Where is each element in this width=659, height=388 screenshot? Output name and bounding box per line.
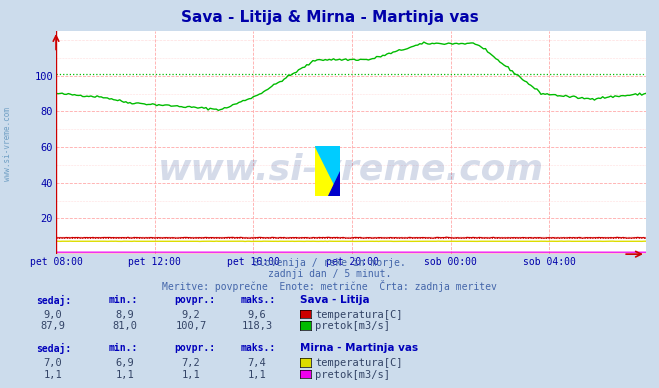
Text: 1,1: 1,1 xyxy=(248,370,266,380)
Text: 7,0: 7,0 xyxy=(43,358,62,368)
Text: pretok[m3/s]: pretok[m3/s] xyxy=(315,370,390,380)
Text: 100,7: 100,7 xyxy=(175,321,207,331)
Text: povpr.:: povpr.: xyxy=(175,343,215,353)
Text: 1,1: 1,1 xyxy=(43,370,62,380)
Text: 8,9: 8,9 xyxy=(116,310,134,320)
Text: 7,4: 7,4 xyxy=(248,358,266,368)
Text: 9,0: 9,0 xyxy=(43,310,62,320)
Text: sedaj:: sedaj: xyxy=(36,343,71,354)
Text: min.:: min.: xyxy=(109,343,138,353)
Text: 1,1: 1,1 xyxy=(116,370,134,380)
Text: min.:: min.: xyxy=(109,295,138,305)
Text: 1,1: 1,1 xyxy=(182,370,200,380)
Text: Sava - Litija & Mirna - Martinja vas: Sava - Litija & Mirna - Martinja vas xyxy=(181,10,478,25)
Text: Mirna - Martinja vas: Mirna - Martinja vas xyxy=(300,343,418,353)
Text: Meritve: povprečne  Enote: metrične  Črta: zadnja meritev: Meritve: povprečne Enote: metrične Črta:… xyxy=(162,280,497,292)
Text: www.si-vreme.com: www.si-vreme.com xyxy=(3,107,13,180)
Text: zadnji dan / 5 minut.: zadnji dan / 5 minut. xyxy=(268,269,391,279)
Text: Sava - Litija: Sava - Litija xyxy=(300,295,370,305)
Polygon shape xyxy=(315,146,340,196)
Text: 9,2: 9,2 xyxy=(182,310,200,320)
Text: sedaj:: sedaj: xyxy=(36,295,71,306)
Text: Slovenija / reke in morje.: Slovenija / reke in morje. xyxy=(253,258,406,268)
Text: www.si-vreme.com: www.si-vreme.com xyxy=(158,152,544,186)
Text: 9,6: 9,6 xyxy=(248,310,266,320)
Text: temperatura[C]: temperatura[C] xyxy=(315,310,403,320)
Text: 6,9: 6,9 xyxy=(116,358,134,368)
Polygon shape xyxy=(328,171,340,196)
Text: 118,3: 118,3 xyxy=(241,321,273,331)
Text: 81,0: 81,0 xyxy=(113,321,138,331)
Text: maks.:: maks.: xyxy=(241,295,275,305)
Text: 7,2: 7,2 xyxy=(182,358,200,368)
Text: maks.:: maks.: xyxy=(241,343,275,353)
Text: temperatura[C]: temperatura[C] xyxy=(315,358,403,368)
Polygon shape xyxy=(315,146,340,196)
Text: pretok[m3/s]: pretok[m3/s] xyxy=(315,321,390,331)
Text: povpr.:: povpr.: xyxy=(175,295,215,305)
Text: 87,9: 87,9 xyxy=(40,321,65,331)
